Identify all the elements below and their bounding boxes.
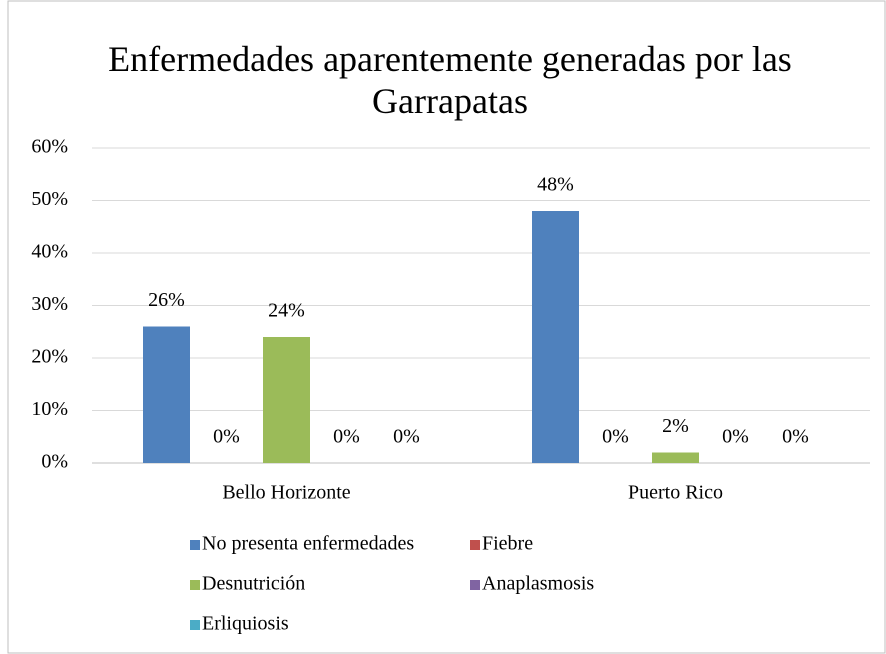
bar	[532, 211, 579, 463]
legend-swatch	[470, 540, 480, 550]
data-label: 0%	[782, 426, 809, 448]
data-label: 26%	[148, 289, 185, 311]
data-label: 0%	[393, 426, 420, 448]
y-tick-label: 0%	[41, 451, 68, 473]
bar	[263, 337, 310, 463]
data-label: 0%	[722, 426, 749, 448]
data-label: 0%	[602, 426, 629, 448]
legend-swatch	[190, 540, 200, 550]
data-label: 0%	[213, 426, 240, 448]
x-tick-label: Bello Horizonte	[222, 482, 350, 504]
y-tick-label: 40%	[31, 241, 68, 263]
y-tick-label: 50%	[31, 188, 68, 210]
y-tick-label: 10%	[31, 398, 68, 420]
data-label: 2%	[662, 415, 689, 437]
x-tick-label: Puerto Rico	[628, 482, 723, 504]
data-label: 0%	[333, 426, 360, 448]
legend-swatch	[190, 580, 200, 590]
y-tick-label: 20%	[31, 346, 68, 368]
bar	[652, 452, 699, 463]
legend-swatch	[470, 580, 480, 590]
legend-label: Anaplasmosis	[482, 573, 594, 595]
chart-title: Enfermedades aparentemente generadas por…	[108, 39, 792, 121]
legend-label: No presenta enfermedades	[202, 533, 414, 555]
data-label: 48%	[537, 174, 574, 196]
legend-label: Erliquiosis	[202, 613, 289, 635]
data-label: 24%	[268, 300, 305, 322]
legend-swatch	[190, 620, 200, 630]
y-tick-label: 60%	[31, 136, 68, 158]
y-tick-label: 30%	[31, 293, 68, 315]
legend-label: Desnutrición	[202, 573, 305, 595]
bar	[143, 326, 190, 463]
legend-label: Fiebre	[482, 533, 533, 555]
